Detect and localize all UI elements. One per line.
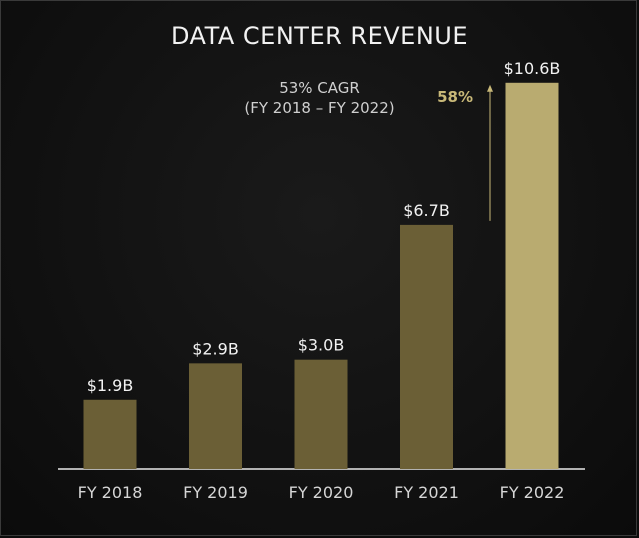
value-label: $2.9B bbox=[192, 339, 239, 358]
value-label: $10.6B bbox=[504, 59, 561, 78]
x-tick-label: FY 2019 bbox=[183, 483, 248, 502]
value-label: $1.9B bbox=[87, 376, 134, 395]
x-tick-label: FY 2021 bbox=[394, 483, 459, 502]
value-label: $6.7B bbox=[403, 201, 450, 220]
bar-fy-2022 bbox=[505, 82, 559, 469]
bar-fy-2018 bbox=[83, 399, 137, 469]
chart-subtitle-cagr: 53% CAGR bbox=[279, 79, 360, 97]
value-label: $3.0B bbox=[298, 336, 345, 355]
chart-subtitle-period: (FY 2018 – FY 2022) bbox=[244, 99, 395, 117]
x-tick-label: FY 2018 bbox=[78, 483, 143, 502]
bar-fy-2020 bbox=[294, 359, 348, 469]
growth-annotation: 58% bbox=[437, 88, 473, 106]
bar-fy-2019 bbox=[189, 363, 242, 469]
growth-arrow-head bbox=[487, 84, 493, 92]
bar-fy-2021 bbox=[400, 224, 453, 469]
x-tick-label: FY 2022 bbox=[500, 483, 565, 502]
chart-title: DATA CENTER REVENUE bbox=[170, 22, 469, 50]
x-tick-label: FY 2020 bbox=[289, 483, 354, 502]
